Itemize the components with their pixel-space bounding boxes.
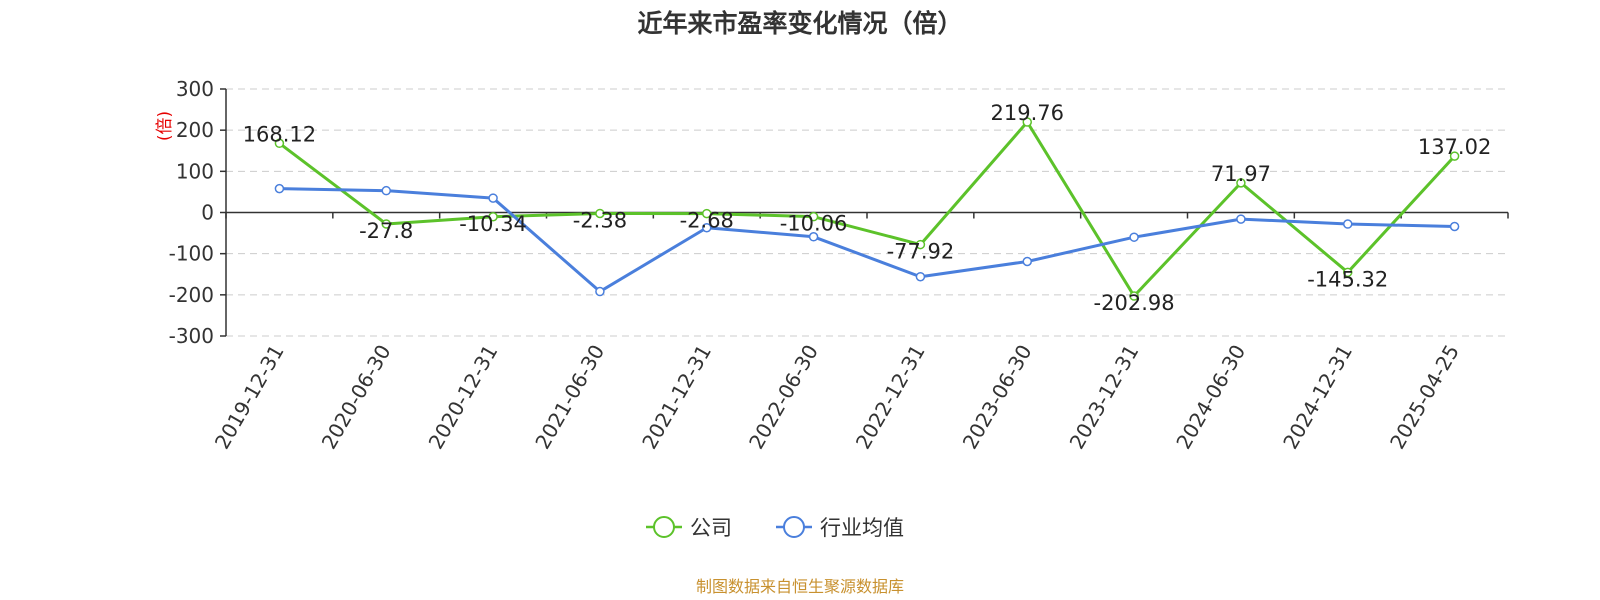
data-label: -2.68 [680,209,734,233]
data-point [274,138,285,149]
data-point [1449,221,1460,232]
data-point [808,211,819,222]
data-label: -77.92 [887,240,955,264]
x-tick-label: 2020-06-30 [317,341,396,454]
data-point [915,239,926,250]
legend-marker [653,516,675,538]
x-tick-label: 2021-12-31 [637,341,716,454]
data-label: -10.06 [780,212,848,236]
series-line-0 [278,120,1456,298]
gridlines [226,88,1508,337]
data-label: 71.97 [1211,162,1271,186]
data-point [1343,219,1353,229]
data-point [1022,117,1032,127]
data-point [702,208,712,219]
x-tick-label: 2022-12-31 [851,341,930,454]
x-tick-label: 2022-06-30 [744,341,823,454]
data-point [488,212,498,222]
x-tick-label: 2021-06-30 [530,341,609,454]
series-line-1 [279,187,1455,294]
data-point [381,219,391,229]
x-tick-label: 2019-12-31 [210,341,289,454]
x-tick-label: 2023-06-30 [958,341,1037,454]
chart-title: 近年来市盈率变化情况（倍） [637,9,962,38]
y-tick-label: -300 [169,324,214,348]
x-tick-label: 2025-04-25 [1385,341,1464,454]
data-point [1129,291,1139,301]
data-label: 219.76 [991,101,1064,125]
source-note: 制图数据来自恒生聚源数据库 [696,577,904,596]
x-tick-label: 2020-12-31 [424,341,503,454]
series-lines [274,117,1460,301]
data-point [595,286,605,297]
data-labels: 168.12 -27.8 -10.34 -2.38 -2.68 -10.06 -77.92 2… [243,101,1492,315]
data-point [595,208,605,219]
x-tick-label: 2024-06-30 [1171,341,1250,454]
y-tick-label: -100 [169,242,214,266]
data-label: -10.34 [459,212,527,236]
x-tick-label: 2024-12-31 [1278,341,1357,454]
data-point [1449,151,1460,161]
legend-label: 行业均值 [820,516,904,540]
x-tick-label: 2023-12-31 [1065,341,1144,454]
data-point [1022,256,1032,267]
data-point [808,232,819,242]
y-tick-label: 300 [176,77,214,101]
data-label: -2.38 [573,208,627,232]
y-tick-label: 200 [176,118,214,142]
data-label: -145.32 [1307,267,1388,291]
data-point [1343,267,1353,278]
y-tick-label: 0 [201,201,214,225]
data-point [1236,214,1246,224]
data-point [702,222,712,233]
data-point [381,185,391,196]
data-point [1129,232,1139,242]
data-label: 137.02 [1418,135,1491,159]
data-point [915,271,926,282]
y-tick-label: 100 [176,159,214,183]
legend: 公司 行业均值 [646,516,904,540]
legend-marker [783,516,805,538]
y-tick-label: -200 [169,283,214,307]
data-point [274,183,285,194]
data-label: 168.12 [243,122,316,146]
data-label: -27.8 [359,219,413,243]
data-label: -202.98 [1094,291,1175,315]
data-point [488,193,498,203]
legend-label: 公司 [690,516,732,540]
y-axis-label: (倍) [155,111,175,141]
data-point [1236,178,1246,188]
